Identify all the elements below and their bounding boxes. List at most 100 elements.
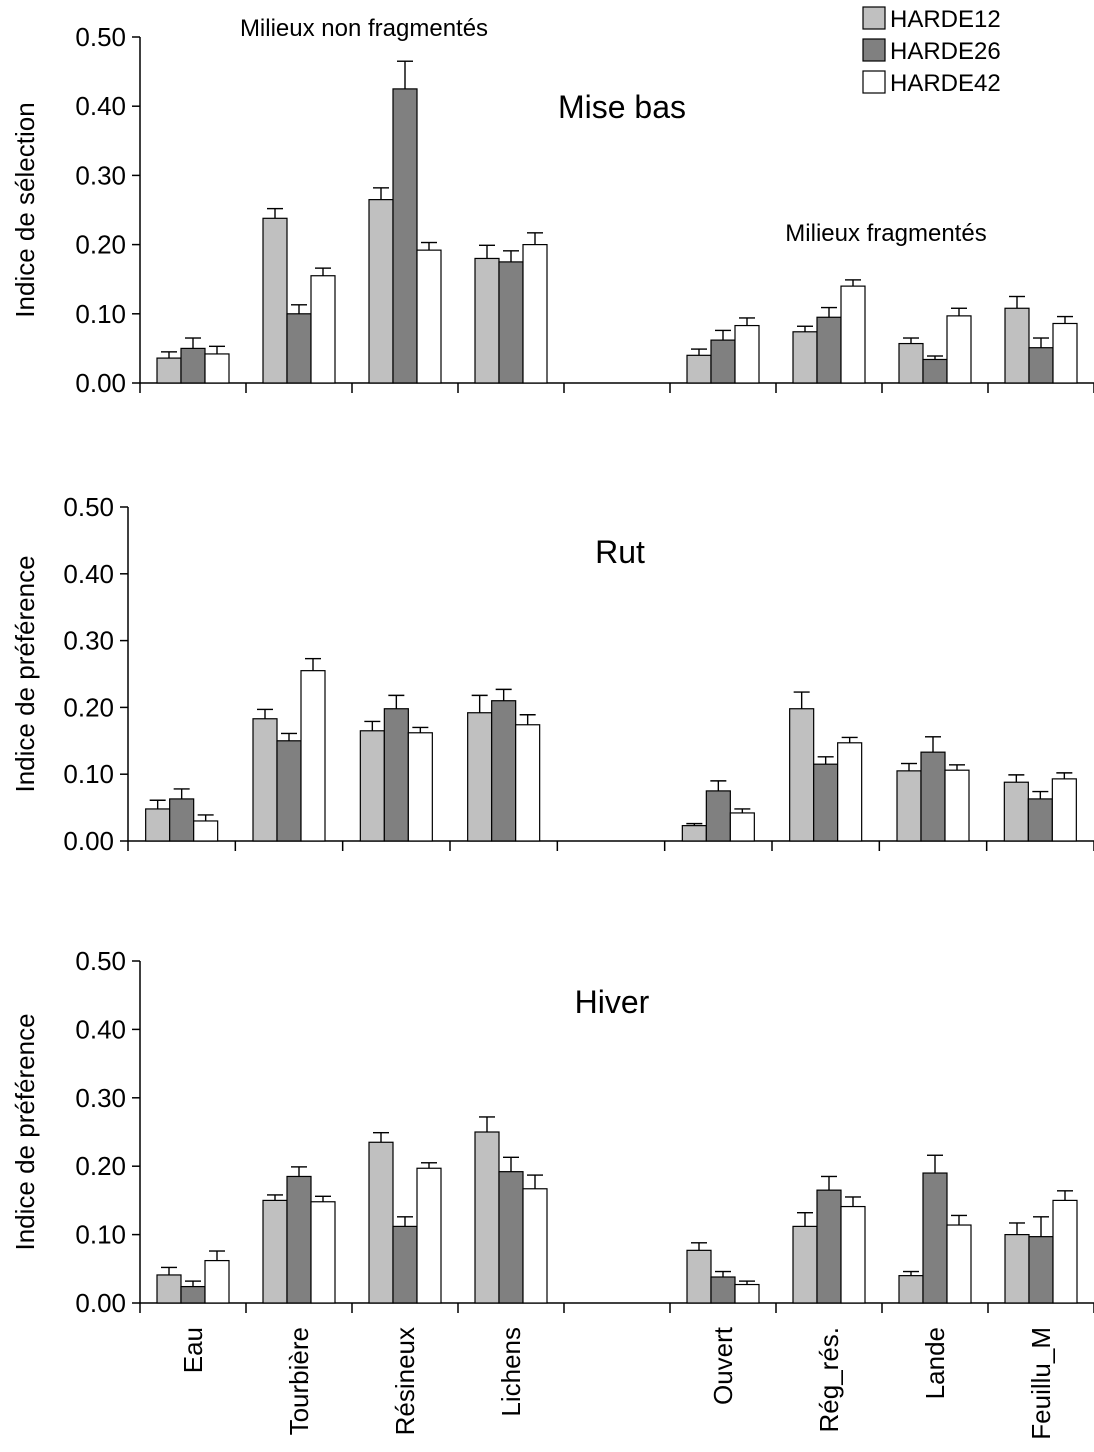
bar-harde42-tourbiere	[311, 1202, 335, 1303]
bar-harde26-lichens	[499, 1172, 523, 1303]
legend-label: HARDE42	[890, 70, 1001, 97]
bar-harde26-resineux	[393, 1226, 417, 1303]
bar-harde26-feuillu-m	[1029, 1237, 1053, 1303]
bar-harde12-feuillu-m	[1005, 1235, 1029, 1303]
bar-harde26-reg-res	[814, 764, 838, 841]
x-tick-label-feuillu-m: Feuillu_M	[1026, 1327, 1056, 1440]
y-tick-label: 0.00	[75, 368, 126, 398]
bar-harde12-lichens	[475, 258, 499, 383]
bar-harde42-eau	[205, 1261, 229, 1303]
bar-harde42-lande	[945, 770, 969, 841]
x-tick-label-tourbiere: Tourbière	[284, 1327, 314, 1435]
bar-harde26-tourbiere	[287, 314, 311, 383]
bar-harde42-reg-res	[841, 1207, 865, 1303]
y-tick-label: 0.00	[75, 1288, 126, 1318]
x-tick-label-lande: Lande	[920, 1327, 950, 1399]
bar-harde42-ouvert	[735, 326, 759, 383]
bar-harde42-resineux	[417, 1168, 441, 1303]
y-tick-label: 0.50	[63, 492, 114, 522]
y-tick-label: 0.40	[63, 559, 114, 589]
y-tick-label: 0.30	[75, 1083, 126, 1113]
y-axis-label: Indice de préférence	[10, 555, 40, 792]
bar-harde12-resineux	[369, 200, 393, 383]
panel-title: Mise bas	[558, 89, 686, 125]
bar-harde26-eau	[181, 1287, 205, 1303]
bar-harde42-tourbiere	[301, 671, 325, 841]
bar-harde42-lichens	[516, 725, 540, 841]
bar-harde12-tourbiere	[263, 218, 287, 383]
bar-harde26-lande	[923, 1173, 947, 1303]
annotation-milieux-fragmentes: Milieux fragmentés	[785, 220, 986, 247]
bar-harde42-lichens	[523, 1189, 547, 1303]
y-tick-label: 0.30	[75, 160, 126, 190]
panel-rut: 0.00 0.10 0.20 0.30 0.40 0.50 Indice de préfér…	[10, 492, 1094, 856]
bar-harde26-tourbiere	[287, 1176, 311, 1303]
bar-harde12-eau	[157, 1275, 181, 1303]
bar-harde12-resineux	[369, 1142, 393, 1303]
bar-harde42-lande	[947, 316, 971, 383]
bar-harde42-tourbiere	[311, 276, 335, 383]
y-tick-label: 0.50	[75, 946, 126, 976]
bar-harde26-feuillu-m	[1028, 799, 1052, 841]
x-tick-label-eau: Eau	[178, 1327, 208, 1373]
bar-harde26-tourbiere	[277, 741, 301, 841]
y-tick-label: 0.10	[75, 299, 126, 329]
bar-harde12-lichens	[468, 713, 492, 841]
bar-harde26-ouvert	[711, 1277, 735, 1303]
bar-harde42-eau	[194, 821, 218, 841]
bar-harde26-lande	[923, 359, 947, 383]
bar-harde42-resineux	[417, 250, 441, 383]
bar-harde12-feuillu-m	[1005, 308, 1029, 383]
x-tick-label-ouvert: Ouvert	[708, 1326, 738, 1405]
bar-harde12-lande	[897, 771, 921, 841]
bar-harde26-resineux	[384, 709, 408, 841]
y-tick-label: 0.10	[75, 1220, 126, 1250]
legend-label: HARDE26	[890, 38, 1001, 65]
bar-harde12-eau	[157, 358, 181, 383]
annotation-milieux-non-fragmentes: Milieux non fragmentés	[240, 15, 488, 42]
x-tick-label-reg-res: Rég_rés.	[814, 1327, 844, 1433]
bar-harde12-ouvert	[687, 355, 711, 383]
bar-harde42-lande	[947, 1225, 971, 1303]
bar-harde42-eau	[205, 354, 229, 383]
bar-harde42-resineux	[408, 733, 432, 841]
bar-harde26-reg-res	[817, 317, 841, 383]
legend: HARDE12 HARDE26 HARDE42	[863, 6, 1001, 97]
y-tick-label: 0.40	[75, 91, 126, 121]
bar-harde26-resineux	[393, 89, 417, 383]
panels: 0.00 0.10 0.20 0.30 0.40 0.50 Indice de sélect…	[10, 15, 1094, 1440]
bar-harde26-lande	[921, 752, 945, 841]
bar-harde12-reg-res	[790, 709, 814, 841]
bar-harde26-feuillu-m	[1029, 348, 1053, 383]
bar-harde26-ouvert	[706, 791, 730, 841]
bar-harde42-feuillu-m	[1052, 779, 1076, 841]
x-tick-label-lichens: Lichens	[496, 1327, 526, 1417]
y-tick-label: 0.40	[75, 1014, 126, 1044]
bar-harde12-lande	[899, 1276, 923, 1303]
bar-harde26-eau	[181, 348, 205, 383]
bar-harde12-ouvert	[682, 826, 706, 841]
legend-swatch	[863, 71, 885, 93]
bar-harde42-lichens	[523, 245, 547, 383]
panel-title: Hiver	[575, 984, 650, 1020]
y-tick-label: 0.30	[63, 626, 114, 656]
legend-swatch	[863, 39, 885, 61]
legend-item-harde42: HARDE42	[863, 70, 1001, 97]
x-tick-label-resineux: Résineux	[390, 1327, 420, 1435]
bar-harde12-ouvert	[687, 1250, 711, 1303]
bar-harde12-reg-res	[793, 332, 817, 383]
panel-title: Rut	[595, 534, 645, 570]
bar-harde26-eau	[170, 799, 194, 841]
bar-harde42-ouvert	[730, 813, 754, 841]
y-tick-label: 0.00	[63, 826, 114, 856]
y-axis-label: Indice de sélection	[10, 102, 40, 317]
bar-harde12-tourbiere	[263, 1200, 287, 1303]
y-tick-label: 0.10	[63, 759, 114, 789]
y-tick-label: 0.20	[75, 230, 126, 260]
bar-harde42-reg-res	[841, 286, 865, 383]
bar-harde12-tourbiere	[253, 719, 277, 841]
legend-item-harde12: HARDE12	[863, 6, 1001, 33]
bar-harde42-feuillu-m	[1053, 1200, 1077, 1303]
bar-harde26-reg-res	[817, 1190, 841, 1303]
bar-harde12-lande	[899, 344, 923, 383]
